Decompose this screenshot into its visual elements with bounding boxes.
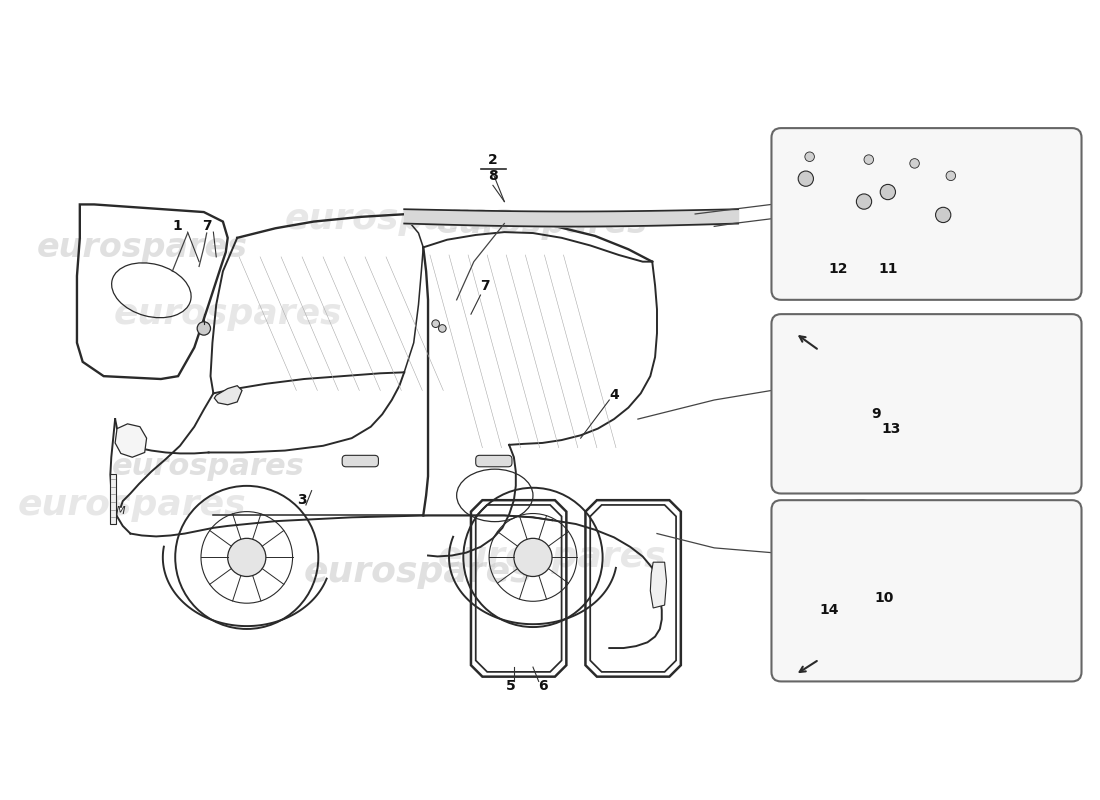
FancyBboxPatch shape	[342, 455, 378, 466]
Text: 5: 5	[506, 679, 516, 694]
Text: eurospares: eurospares	[36, 231, 248, 264]
Text: 8: 8	[488, 169, 498, 183]
FancyBboxPatch shape	[475, 455, 512, 466]
Text: eurospares: eurospares	[285, 202, 514, 236]
Circle shape	[880, 184, 895, 200]
Text: eurospares: eurospares	[18, 488, 246, 522]
Circle shape	[805, 152, 814, 162]
FancyBboxPatch shape	[771, 314, 1081, 494]
Circle shape	[910, 158, 920, 168]
Polygon shape	[792, 162, 871, 221]
Circle shape	[439, 325, 447, 332]
Circle shape	[946, 171, 956, 181]
Text: 3: 3	[297, 493, 307, 507]
Text: 4: 4	[609, 388, 619, 402]
Text: M: M	[116, 506, 125, 517]
Circle shape	[228, 538, 266, 577]
Text: eurospares: eurospares	[113, 297, 342, 331]
Text: eurospares: eurospares	[305, 554, 532, 589]
Circle shape	[514, 538, 552, 577]
Text: eurospares: eurospares	[438, 541, 667, 574]
Text: eurospares: eurospares	[437, 207, 648, 240]
Text: eurospares: eurospares	[112, 452, 305, 482]
Text: 7: 7	[202, 219, 211, 234]
FancyBboxPatch shape	[771, 128, 1081, 300]
Circle shape	[857, 194, 871, 209]
Text: 1: 1	[173, 219, 182, 234]
Polygon shape	[650, 562, 667, 608]
Text: 14: 14	[820, 603, 838, 617]
Text: 12: 12	[828, 262, 848, 276]
Polygon shape	[116, 424, 146, 458]
Polygon shape	[869, 176, 950, 237]
Circle shape	[936, 207, 950, 222]
Circle shape	[864, 155, 873, 164]
Text: 6: 6	[538, 679, 548, 694]
Circle shape	[799, 171, 813, 186]
Polygon shape	[214, 386, 242, 405]
Text: 13: 13	[881, 422, 901, 436]
Circle shape	[197, 322, 210, 335]
Text: 7: 7	[481, 278, 491, 293]
Text: 2: 2	[488, 153, 498, 166]
Polygon shape	[110, 474, 117, 524]
FancyBboxPatch shape	[771, 500, 1081, 682]
Circle shape	[432, 320, 440, 327]
Text: 10: 10	[874, 591, 893, 606]
Text: 9: 9	[871, 407, 881, 422]
Text: 11: 11	[878, 262, 898, 276]
